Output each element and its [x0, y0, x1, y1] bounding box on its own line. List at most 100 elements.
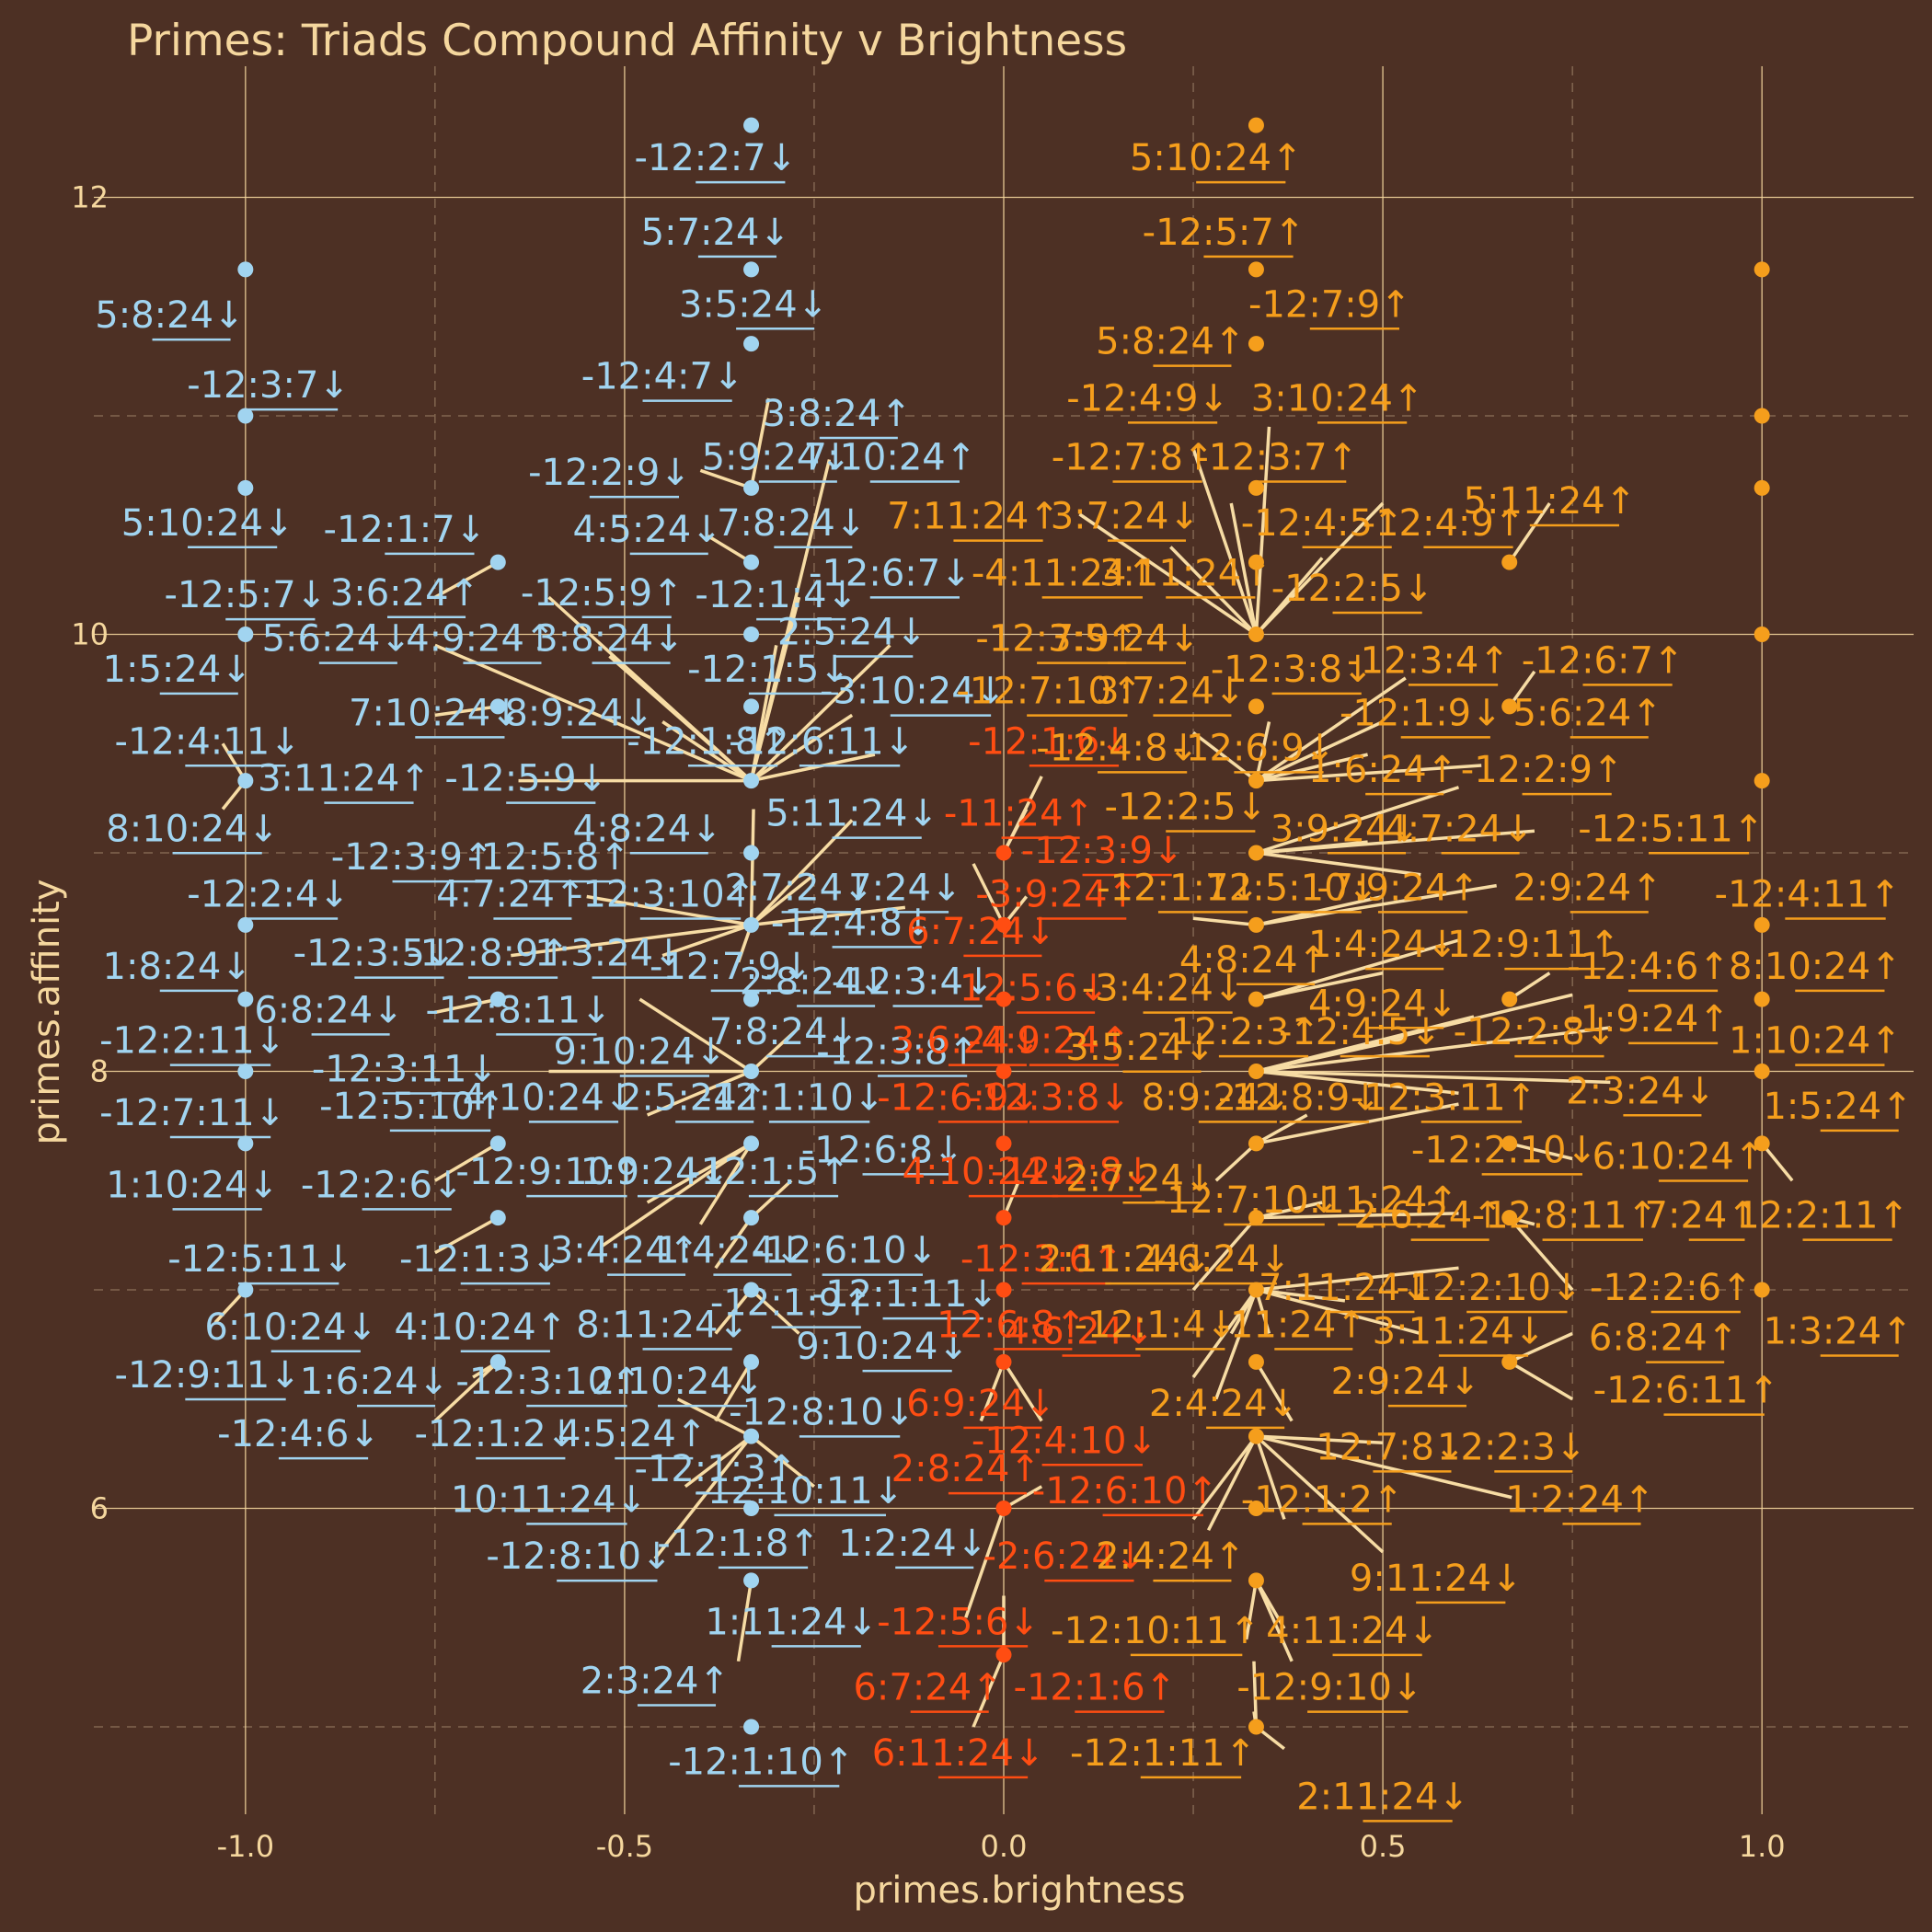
point-label: 6:8:24↑	[1589, 1317, 1738, 1360]
point-label: 3:5:24↓	[679, 283, 828, 326]
point-label: 3:6:24↑	[330, 572, 479, 615]
leader-line	[1254, 1580, 1294, 1662]
leader-line	[1214, 1142, 1258, 1182]
point-label: -12:10:11↓	[695, 1470, 904, 1512]
data-point	[1248, 698, 1264, 715]
point-label: 12:2:3↓	[1437, 1426, 1586, 1468]
point-label: -12:7:9↑	[1248, 283, 1411, 326]
data-point	[995, 1353, 1012, 1370]
point-label: -12:1:6↓	[968, 720, 1131, 763]
point-label: -2:6:24↓	[983, 1535, 1146, 1578]
data-point	[237, 261, 254, 278]
leader-line	[434, 560, 500, 599]
point-label: 3:11:24↑	[258, 758, 431, 800]
leader-line	[1256, 851, 1421, 877]
point-label: 2:5:24↓	[777, 612, 926, 654]
point-label: 2:9:24↑	[1512, 867, 1662, 909]
leader-line	[699, 468, 753, 490]
data-point	[1754, 1282, 1770, 1298]
point-label: 3:7:24↓	[1096, 671, 1245, 713]
data-point	[237, 1135, 254, 1152]
point-label: 3:4:24↑	[550, 1230, 699, 1272]
point-label: 7:9:24↓	[1051, 618, 1200, 661]
leader-line	[646, 1142, 753, 1204]
point-label: 1:5:24↑	[1763, 1086, 1912, 1128]
point-label: 4:9:24↑	[406, 618, 555, 661]
point-label: 2:4:24↓	[1149, 1383, 1298, 1425]
point-label: 5:7:24↓	[641, 212, 790, 254]
leader-line	[750, 644, 891, 782]
point-label: 2:3:24↑	[581, 1661, 730, 1703]
leader-line	[736, 1580, 753, 1662]
data-point	[1754, 1064, 1770, 1079]
data-point	[489, 991, 506, 1007]
point-label: 3:11:24↓	[1373, 1311, 1546, 1353]
point-label: 1:4:24↓	[656, 1230, 805, 1272]
data-point	[1248, 479, 1264, 496]
point-label: -12:2:5↓	[1104, 787, 1267, 829]
leader-line	[433, 1361, 500, 1422]
point-label: 2:8:24↑	[891, 1448, 1041, 1490]
leader-line	[1256, 1069, 1611, 1085]
leader-line	[511, 923, 752, 958]
point-label: 6:7:24↓	[906, 911, 1055, 953]
point-label: -3:4:24↓	[1082, 968, 1245, 1010]
point-label: 5:8:24↓	[95, 294, 244, 337]
point-label: -12:8:9↓	[1218, 1076, 1381, 1119]
data-point	[995, 1064, 1012, 1079]
leader-line	[749, 809, 755, 926]
point-label: 4:10:24↓	[903, 1151, 1075, 1193]
point-label: 2:7:24↓	[724, 867, 873, 909]
leader-line	[698, 1142, 753, 1225]
point-label: -12:3:10↑	[455, 1361, 641, 1403]
point-label: 1:8:24↓	[103, 946, 252, 988]
point-label: 8:10:24↓	[106, 808, 279, 850]
leader-line	[1192, 916, 1257, 927]
point-label: -12:1:2↑	[1241, 1478, 1404, 1521]
leader-line	[972, 1653, 1006, 1728]
point-label: 4:6:24↓	[1005, 1311, 1154, 1353]
leader-line	[1255, 676, 1407, 783]
point-label: 12:5:10↓	[1205, 867, 1378, 909]
data-point	[1754, 408, 1770, 424]
point-label: -12:1:5↑	[687, 1151, 850, 1193]
point-label: 12:2:11↑	[1736, 1195, 1909, 1237]
leader-line	[1206, 1435, 1259, 1532]
point-label: -12:1:10↓	[698, 1076, 884, 1119]
point-label: 7:8:24↓	[717, 502, 866, 545]
leader-line	[714, 1288, 753, 1335]
data-point	[1248, 1282, 1264, 1298]
point-label: -12:2:6↓	[301, 1164, 464, 1206]
point-label: 8:10:24↑	[1729, 946, 1902, 988]
point-label: -12:1:4↓	[695, 574, 857, 616]
point-label: -12:3:4↑	[1347, 639, 1510, 682]
data-point	[489, 698, 506, 715]
point-label: -12:6:9↓	[1173, 727, 1336, 769]
point-label: -12:4:10↓	[972, 1420, 1157, 1462]
point-label: -7:9:24↑	[1317, 867, 1479, 909]
point-label: -12:1:10↑	[668, 1741, 854, 1783]
point-label: -1:9:24↑	[1567, 998, 1730, 1041]
point-label: 4:10:24↓	[463, 1076, 636, 1119]
leader-line	[433, 1142, 500, 1182]
leader-line	[1255, 1113, 1308, 1145]
leader-line	[751, 905, 906, 927]
leader-line	[1254, 1361, 1294, 1422]
leader-line	[1169, 546, 1258, 636]
point-label: 7:11:24↑	[887, 496, 1060, 538]
point-label: -12:5:10↑	[319, 1086, 505, 1128]
point-label: -12:1:9↓	[1340, 692, 1502, 734]
data-point	[1248, 1353, 1264, 1370]
leader-line	[653, 1435, 753, 1560]
leader-line	[1508, 1360, 1574, 1401]
data-point	[237, 773, 254, 789]
point-label: -12:2:5↓	[1271, 568, 1434, 610]
data-point	[1248, 261, 1264, 278]
data-point	[1248, 627, 1264, 642]
data-point	[1501, 1353, 1518, 1370]
plot-axes: Primes: Triads Compound Affinity v Brigh…	[26, 16, 1786, 1912]
leader-line	[1256, 1288, 1346, 1303]
point-label: -12:2:11↓	[99, 1020, 285, 1063]
leader-line	[1255, 1434, 1385, 1554]
